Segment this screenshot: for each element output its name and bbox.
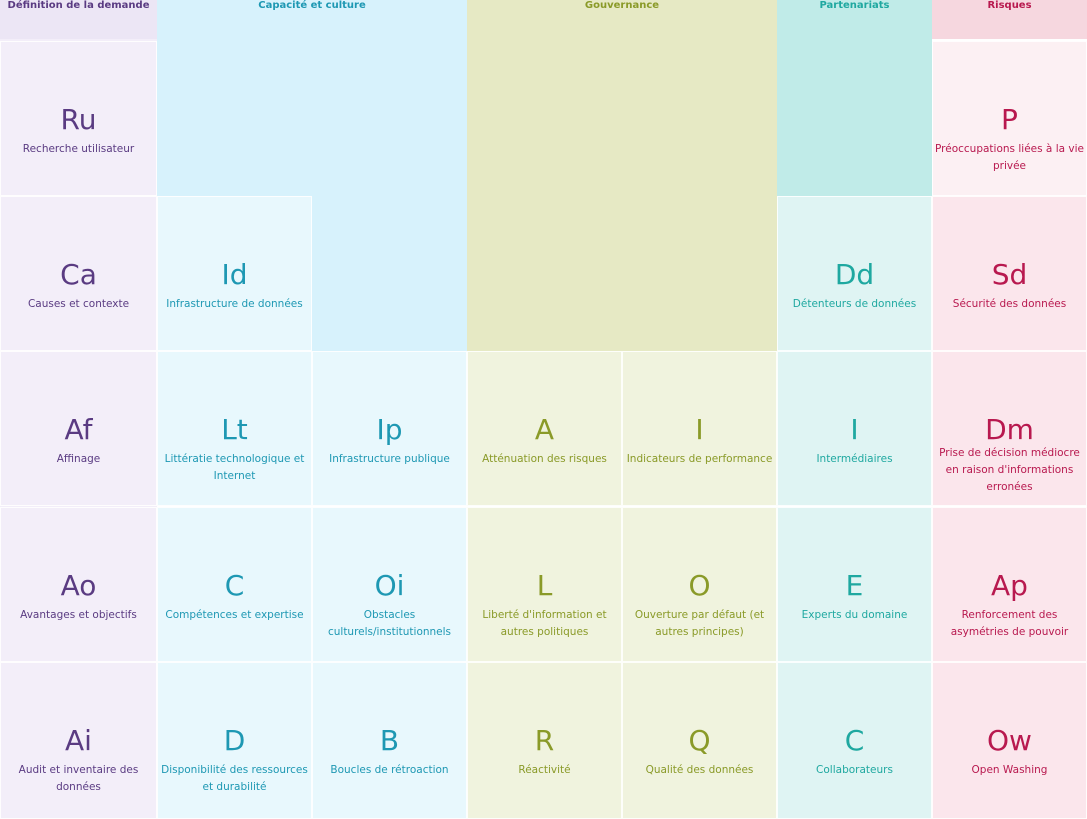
cell-label: Détenteurs de données: [792, 298, 917, 310]
cell-label: Affinage: [56, 453, 101, 465]
cell-preoccupations-vie-privee[interactable]: P Préoccupations liées à la vie privée: [932, 41, 1087, 196]
header-gouvernance: Gouvernance: [584, 0, 660, 11]
header-risques: Risques: [987, 0, 1032, 11]
cell-open-washing[interactable]: Ow Open Washing: [932, 662, 1087, 819]
cell-label: Qualité des données: [645, 764, 754, 776]
cell-asymetries-pouvoir[interactable]: Ap Renforcement des asymétries de pouvoi…: [932, 507, 1087, 662]
cell-symbol: I: [850, 413, 859, 446]
cell-affinage[interactable]: Af Affinage: [0, 351, 157, 506]
gouvernance-column-background: [467, 0, 777, 351]
cell-symbol: I: [695, 413, 704, 446]
cell-intermediaires[interactable]: I Intermédiaires: [777, 351, 932, 506]
cell-label: Disponibilité des ressources et durabili…: [161, 764, 308, 793]
cell-symbol: A: [534, 413, 555, 446]
cell-experts-domaine[interactable]: E Experts du domaine: [777, 507, 932, 662]
cell-ouverture-defaut[interactable]: O Ouverture par défaut (et autres princi…: [622, 507, 777, 662]
cell-securite-donnees[interactable]: Sd Sécurité des données: [932, 196, 1087, 351]
cell-label: Réactivité: [518, 764, 571, 776]
header-definition: Définition de la demande: [7, 0, 150, 11]
cell-symbol: Ai: [65, 724, 92, 757]
cell-attenuation-risques[interactable]: A Atténuation des risques: [467, 351, 622, 506]
cell-label: Préoccupations liées à la vie privée: [935, 143, 1084, 172]
cell-disponibilite-ressources[interactable]: D Disponibilité des ressources et durabi…: [157, 662, 312, 819]
cell-infrastructure-publique[interactable]: Ip Infrastructure publique: [312, 351, 467, 506]
cell-audit-inventaire[interactable]: Ai Audit et inventaire des données: [0, 662, 157, 819]
risques-header-band: [932, 0, 1087, 39]
cell-symbol: E: [845, 569, 864, 602]
definition-header-band: [0, 0, 157, 39]
cell-label: Ouverture par défaut (et autres principe…: [634, 609, 765, 638]
cell-symbol: Ao: [60, 569, 97, 602]
cell-symbol: Af: [64, 413, 93, 446]
cell-detenteurs-donnees[interactable]: Dd Détenteurs de données: [777, 196, 932, 351]
cell-symbol: Ru: [60, 103, 97, 136]
cell-label: Prise de décision médiocre en raison d'i…: [939, 447, 1080, 493]
cell-symbol: R: [534, 724, 555, 757]
cell-symbol: Oi: [374, 569, 405, 602]
cell-symbol: Id: [221, 258, 248, 291]
cell-label: Atténuation des risques: [482, 453, 607, 465]
cell-label: Infrastructure de données: [166, 298, 303, 310]
cell-symbol: B: [379, 724, 400, 757]
cell-litteratie-technologique[interactable]: Lt Littératie technologique et Internet: [157, 351, 312, 506]
cell-symbol: Lt: [221, 413, 248, 446]
cell-qualite-donnees[interactable]: Q Qualité des données: [622, 662, 777, 819]
cell-obstacles-culturels[interactable]: Oi Obstacles culturels/institutionnels: [312, 507, 467, 662]
cell-label: Causes et contexte: [27, 298, 130, 310]
cell-symbol: Ap: [991, 569, 1028, 602]
cell-label: Obstacles culturels/institutionnels: [327, 609, 452, 638]
cell-label: Infrastructure publique: [329, 453, 450, 465]
cell-symbol: Ow: [987, 724, 1032, 757]
cell-reactivite[interactable]: R Réactivité: [467, 662, 622, 819]
partenariats-column-background: [777, 0, 932, 196]
cell-symbol: Sd: [991, 258, 1028, 291]
cell-symbol: L: [536, 569, 553, 602]
cell-label: Recherche utilisateur: [22, 143, 135, 155]
cell-label: Experts du domaine: [801, 609, 908, 621]
cell-label: Littératie technologique et Internet: [164, 453, 305, 482]
cell-label: Intermédiaires: [816, 453, 893, 465]
cell-symbol: Dm: [985, 413, 1034, 446]
cell-symbol: Q: [688, 724, 711, 757]
cell-label: Audit et inventaire des données: [18, 764, 139, 793]
cell-liberte-information[interactable]: L Liberté d'information et autres politi…: [467, 507, 622, 662]
cell-symbol: Dd: [834, 258, 875, 291]
cell-symbol: Ip: [376, 413, 403, 446]
cell-label: Sécurité des données: [952, 298, 1067, 310]
cell-competences-expertise[interactable]: C Compétences et expertise: [157, 507, 312, 662]
header-capacite: Capacité et culture: [258, 0, 366, 11]
cell-label: Boucles de rétroaction: [330, 764, 449, 776]
cell-symbol: D: [223, 724, 246, 757]
cell-symbol: Ca: [60, 258, 97, 291]
cell-collaborateurs[interactable]: C Collaborateurs: [777, 662, 932, 819]
cell-label: Collaborateurs: [816, 764, 893, 776]
cell-label: Renforcement des asymétries de pouvoir: [950, 609, 1069, 638]
cell-avantages-objectifs[interactable]: Ao Avantages et objectifs: [0, 507, 157, 662]
cell-symbol: C: [224, 569, 245, 602]
cell-label: Indicateurs de performance: [626, 453, 773, 465]
cell-label: Avantages et objectifs: [20, 609, 137, 621]
cell-symbol: C: [844, 724, 865, 757]
cell-prise-decision-mediocre[interactable]: Dm Prise de décision médiocre en raison …: [932, 351, 1087, 506]
cell-indicateurs-performance[interactable]: I Indicateurs de performance: [622, 351, 777, 506]
cell-label: Open Washing: [971, 764, 1048, 776]
cell-recherche-utilisateur[interactable]: Ru Recherche utilisateur: [0, 41, 157, 196]
cell-symbol: P: [1001, 103, 1018, 136]
cell-infrastructure-donnees[interactable]: Id Infrastructure de données: [157, 196, 312, 351]
cell-label: Liberté d'information et autres politiqu…: [482, 609, 607, 638]
cell-label: Compétences et expertise: [165, 609, 304, 621]
cell-symbol: O: [688, 569, 711, 602]
header-partenariats: Partenariats: [819, 0, 890, 11]
cell-causes-contexte[interactable]: Ca Causes et contexte: [0, 196, 157, 351]
cell-boucles-retroaction[interactable]: B Boucles de rétroaction: [312, 662, 467, 819]
